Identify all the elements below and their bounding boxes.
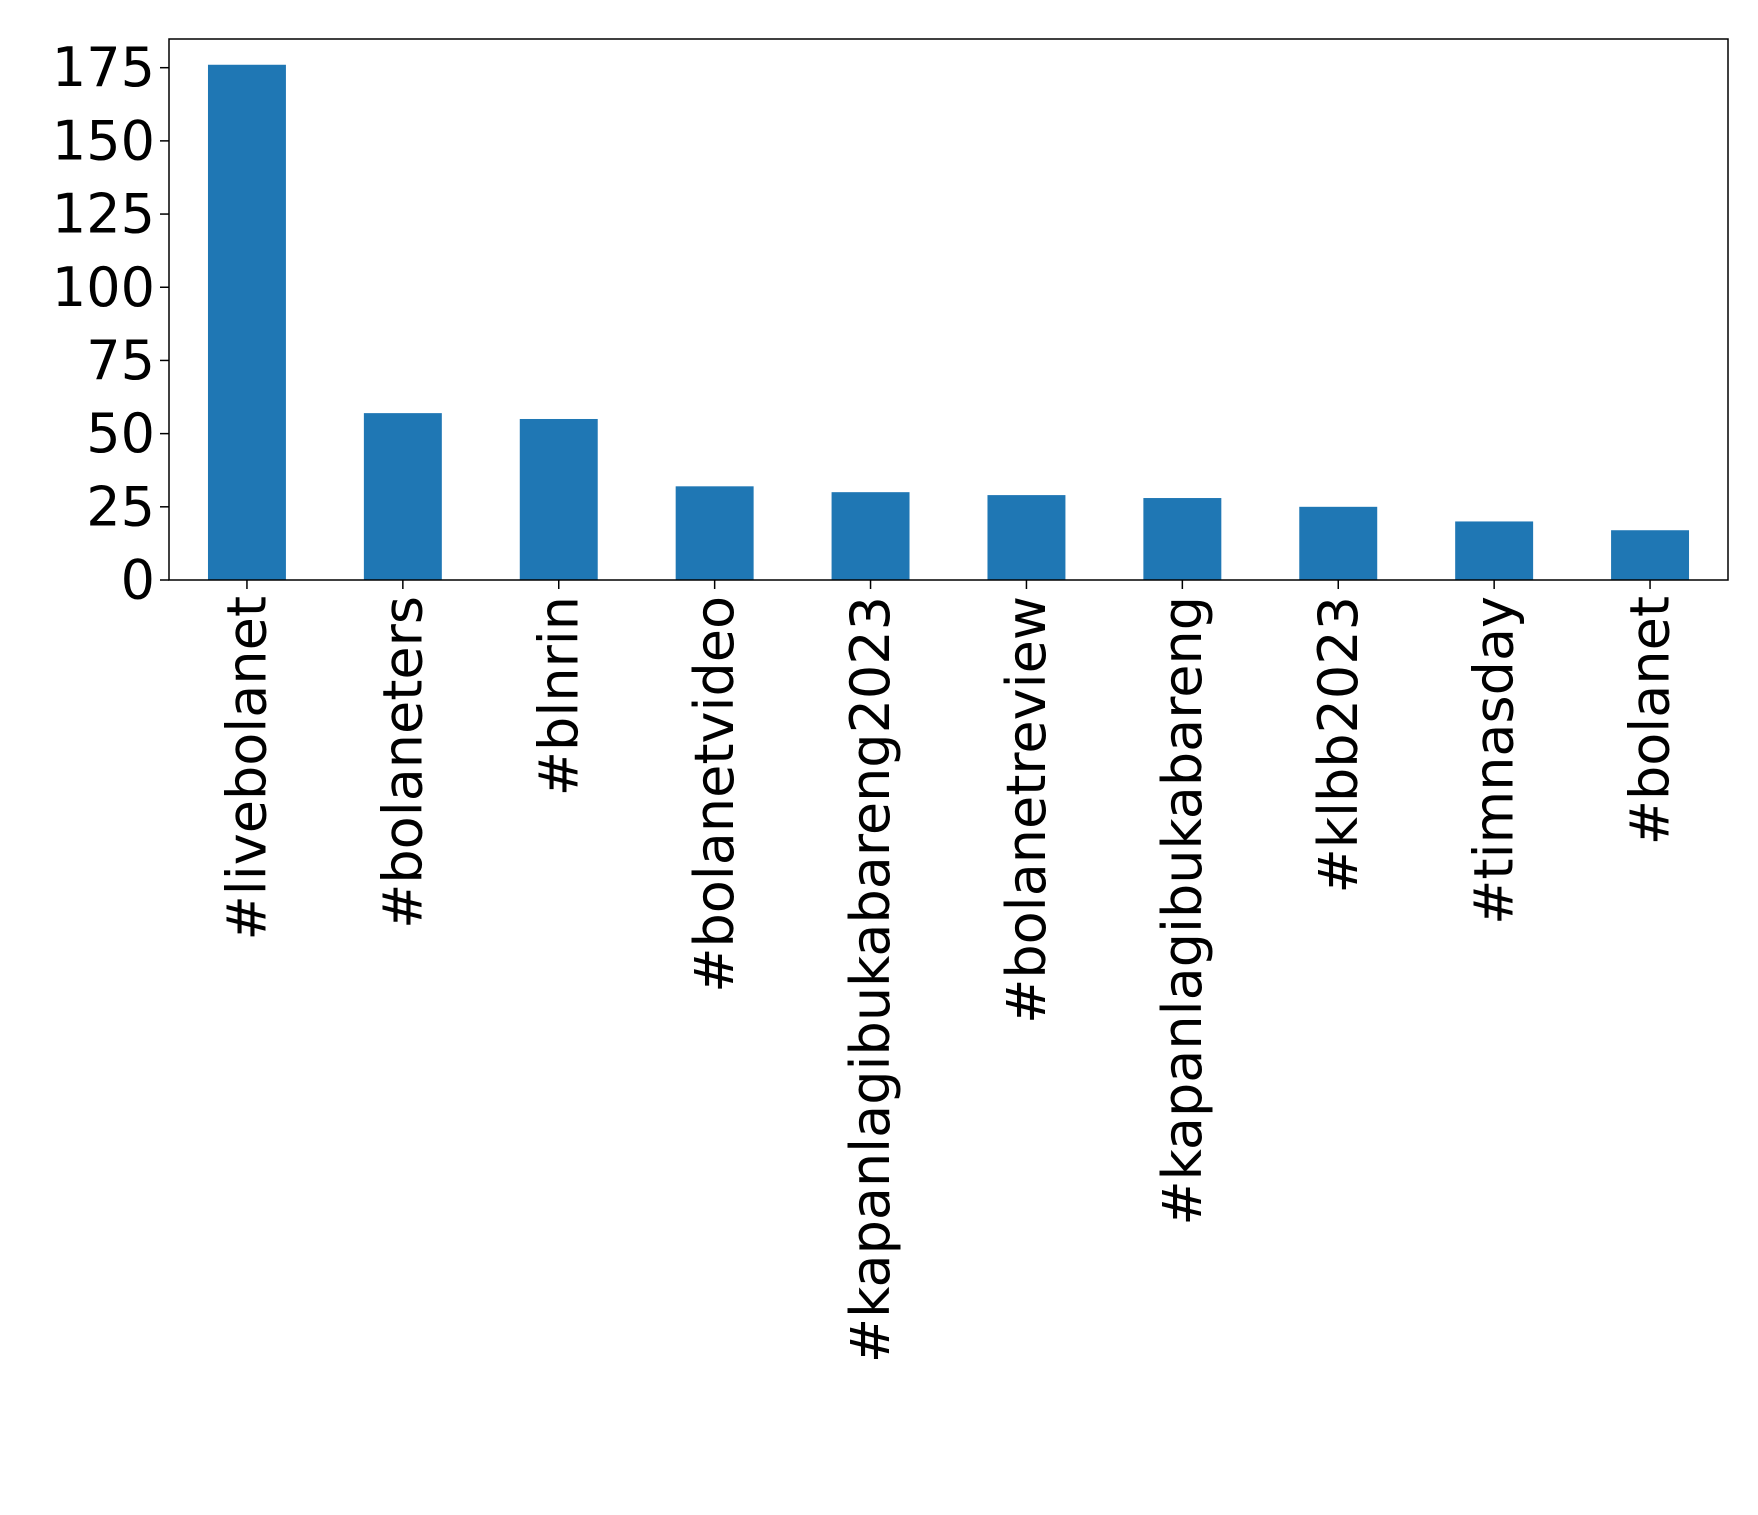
x-tick-label: #bolaneters <box>371 596 434 929</box>
x-tick-label: #klbb2023 <box>1307 596 1370 894</box>
x-tick-label: #blnrin <box>527 596 590 796</box>
bar <box>519 418 598 580</box>
y-tick-label: 25 <box>86 475 155 538</box>
bar <box>987 495 1066 580</box>
y-tick-label: 50 <box>86 402 155 465</box>
y-tick-label: 0 <box>121 549 155 612</box>
x-tick-label: #bolanetvideo <box>683 596 746 993</box>
x-tick-label: #livebolanet <box>215 596 278 940</box>
x-tick-label: #kapanlagibukabareng <box>1151 596 1214 1226</box>
bar <box>1299 506 1378 580</box>
bar <box>363 413 442 580</box>
bar <box>1455 521 1534 580</box>
x-tick-label: #bolanetreview <box>995 596 1058 1024</box>
bar <box>1143 498 1222 580</box>
x-tick-label: #kapanlagibukabareng2023 <box>839 596 902 1363</box>
x-tick-label: #bolanet <box>1619 596 1682 845</box>
bar <box>1611 530 1690 580</box>
bar <box>831 492 910 580</box>
y-tick-label: 175 <box>52 36 155 99</box>
bar <box>675 486 754 580</box>
y-tick-label: 125 <box>52 183 155 246</box>
plot-frame <box>168 38 1729 581</box>
y-tick-label: 150 <box>52 109 155 172</box>
x-tick-label: #timnasday <box>1463 596 1526 925</box>
y-tick-label: 100 <box>52 256 155 319</box>
y-tick-label: 75 <box>86 329 155 392</box>
bar <box>207 64 286 580</box>
